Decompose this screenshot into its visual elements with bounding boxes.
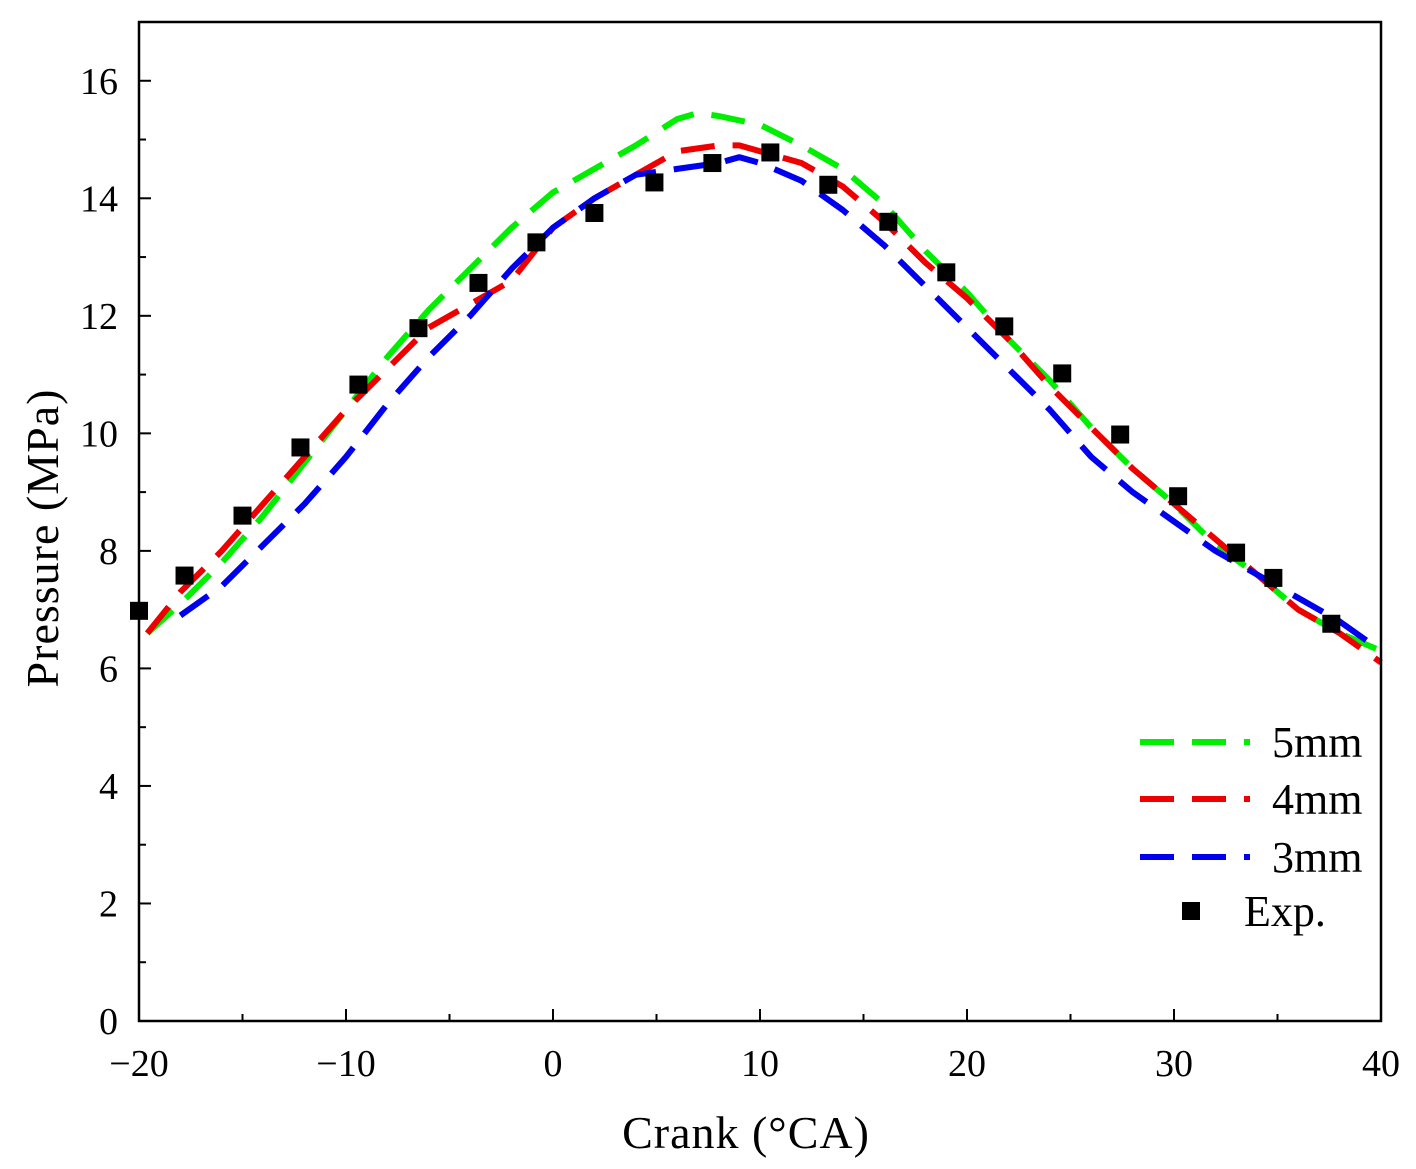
x-tick-label: 0 <box>544 1043 563 1085</box>
exp-data-point <box>233 506 252 525</box>
legend-label: 5mm <box>1272 718 1362 767</box>
tick-labels: −20 −10 0 10 20 30 40 0 2 4 6 8 10 12 14 16 <box>80 61 1400 1085</box>
exp-data-point <box>175 566 194 585</box>
axis-ticks <box>138 79 1382 1022</box>
legend-label: Exp. <box>1244 887 1326 936</box>
exp-data-point <box>469 273 488 292</box>
y-tick-label: 14 <box>80 178 118 220</box>
x-tick-label: 40 <box>1362 1043 1400 1085</box>
exp-data-point <box>1322 614 1341 633</box>
exp-data-point <box>879 212 898 231</box>
y-tick-label: 8 <box>99 531 118 573</box>
exp-data-point <box>349 375 368 394</box>
exp-data-point <box>1169 487 1188 506</box>
exp-data-point <box>1264 568 1283 587</box>
x-tick-label: 20 <box>948 1043 986 1085</box>
exp-data-point <box>409 319 428 338</box>
x-tick-label: −10 <box>316 1043 375 1085</box>
exp-data-point <box>703 154 722 173</box>
legend: 5mm 4mm 3mm Exp. <box>1140 718 1362 936</box>
y-tick-label: 0 <box>99 1001 118 1043</box>
exp-data-point <box>761 143 780 162</box>
exp-data-point <box>585 203 604 222</box>
series-line-3mm <box>178 154 1383 654</box>
y-tick-label: 2 <box>99 883 118 925</box>
exp-data-point <box>1111 425 1130 444</box>
series-line-4mm <box>144 142 1383 665</box>
legend-label: 3mm <box>1272 833 1362 882</box>
plot-markers <box>130 143 1341 633</box>
exp-data-point <box>645 173 664 192</box>
y-tick-label: 16 <box>80 61 118 103</box>
exp-data-point <box>937 263 956 282</box>
series-line-5mm <box>145 110 1383 654</box>
legend-label: 4mm <box>1272 775 1362 824</box>
exp-data-point <box>527 233 546 252</box>
y-tick-label: 12 <box>80 296 118 338</box>
y-tick-label: 6 <box>99 648 118 690</box>
y-tick-label: 10 <box>80 413 118 455</box>
x-tick-label: −20 <box>109 1043 168 1085</box>
plot-lines <box>144 110 1383 665</box>
y-axis-title: Pressure (MPa) <box>17 389 68 688</box>
legend-swatch-exp <box>1182 902 1200 920</box>
x-tick-label: 30 <box>1155 1043 1193 1085</box>
exp-data-point <box>995 317 1014 336</box>
exp-data-point <box>1227 543 1246 562</box>
y-tick-label: 4 <box>99 766 118 808</box>
x-tick-label: 10 <box>741 1043 779 1085</box>
exp-data-point <box>291 438 310 457</box>
exp-data-point <box>1053 364 1072 383</box>
exp-data-point <box>819 175 838 194</box>
x-axis-title: Crank (°CA) <box>622 1107 870 1158</box>
